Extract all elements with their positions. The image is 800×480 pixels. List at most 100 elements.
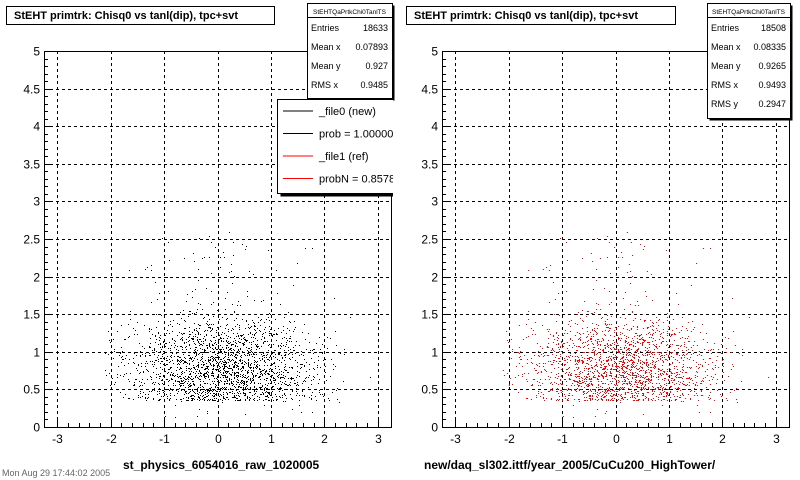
data-point bbox=[119, 355, 120, 356]
data-point bbox=[199, 398, 200, 399]
data-point bbox=[198, 373, 199, 374]
data-point bbox=[320, 394, 321, 395]
data-point bbox=[243, 374, 244, 375]
data-point bbox=[176, 353, 177, 354]
data-point bbox=[261, 301, 262, 302]
data-point bbox=[187, 294, 188, 295]
data-point bbox=[168, 325, 169, 326]
data-point bbox=[237, 324, 238, 325]
data-point bbox=[185, 328, 186, 329]
data-point bbox=[273, 377, 274, 378]
data-point bbox=[209, 362, 210, 363]
data-point bbox=[186, 339, 187, 340]
data-point bbox=[301, 364, 302, 365]
data-point bbox=[177, 393, 178, 394]
data-point bbox=[268, 392, 269, 393]
data-point bbox=[286, 370, 287, 371]
data-point bbox=[217, 310, 218, 311]
data-point bbox=[275, 354, 276, 355]
data-point bbox=[213, 357, 214, 358]
data-point bbox=[233, 352, 234, 353]
data-point bbox=[117, 331, 118, 332]
data-point bbox=[220, 359, 221, 360]
data-point bbox=[129, 389, 130, 390]
data-point bbox=[243, 381, 244, 382]
data-point bbox=[291, 352, 292, 353]
data-point bbox=[266, 319, 267, 320]
data-point bbox=[236, 398, 237, 399]
data-point bbox=[184, 390, 185, 391]
data-point bbox=[204, 352, 205, 353]
data-point bbox=[123, 397, 124, 398]
data-point bbox=[188, 398, 189, 399]
data-point bbox=[215, 360, 216, 361]
data-point bbox=[134, 382, 135, 383]
data-point bbox=[238, 400, 239, 401]
data-point bbox=[260, 372, 261, 373]
data-point bbox=[212, 361, 213, 362]
data-point bbox=[243, 366, 244, 367]
data-point bbox=[248, 353, 249, 354]
data-point bbox=[208, 377, 209, 378]
data-point bbox=[205, 390, 206, 391]
data-point bbox=[223, 364, 224, 365]
data-point bbox=[212, 329, 213, 330]
data-point bbox=[125, 358, 126, 359]
data-point bbox=[278, 346, 279, 347]
data-point bbox=[108, 354, 109, 355]
data-point bbox=[183, 333, 184, 334]
data-point bbox=[241, 355, 242, 356]
data-point bbox=[267, 388, 268, 389]
data-point bbox=[157, 394, 158, 395]
data-point bbox=[140, 397, 141, 398]
data-point bbox=[213, 337, 214, 338]
data-point bbox=[240, 360, 241, 361]
data-point bbox=[251, 349, 252, 350]
data-point bbox=[139, 386, 140, 387]
data-point bbox=[252, 395, 253, 396]
data-point bbox=[217, 353, 218, 354]
data-point bbox=[173, 363, 174, 364]
data-point bbox=[194, 353, 195, 354]
data-point bbox=[176, 349, 177, 350]
data-point bbox=[223, 373, 224, 374]
data-point bbox=[203, 343, 204, 344]
data-point bbox=[197, 388, 198, 389]
data-point bbox=[289, 321, 290, 322]
data-point bbox=[255, 375, 256, 376]
data-point bbox=[248, 348, 249, 349]
data-point bbox=[265, 327, 266, 328]
data-point bbox=[223, 362, 224, 363]
data-point bbox=[200, 334, 201, 335]
data-point bbox=[170, 361, 171, 362]
data-point bbox=[315, 396, 316, 397]
data-point bbox=[216, 393, 217, 394]
data-point bbox=[266, 370, 267, 371]
data-point bbox=[292, 378, 293, 379]
data-point bbox=[195, 356, 196, 357]
data-point bbox=[197, 339, 198, 340]
data-point bbox=[238, 366, 239, 367]
data-point bbox=[191, 400, 192, 401]
data-point bbox=[229, 380, 230, 381]
data-point bbox=[204, 373, 205, 374]
data-point bbox=[286, 333, 287, 334]
data-point bbox=[205, 330, 206, 331]
data-point bbox=[228, 389, 229, 390]
data-point bbox=[236, 365, 237, 366]
data-point bbox=[192, 297, 193, 298]
data-point bbox=[200, 373, 201, 374]
data-point bbox=[125, 394, 126, 395]
data-point bbox=[293, 350, 294, 351]
data-point bbox=[175, 341, 176, 342]
data-point bbox=[223, 392, 224, 393]
data-point bbox=[287, 340, 288, 341]
data-point bbox=[175, 375, 176, 376]
data-point bbox=[281, 343, 282, 344]
data-point bbox=[183, 398, 184, 399]
data-point bbox=[254, 382, 255, 383]
data-point bbox=[208, 359, 209, 360]
data-point bbox=[236, 376, 237, 377]
data-point bbox=[268, 397, 269, 398]
